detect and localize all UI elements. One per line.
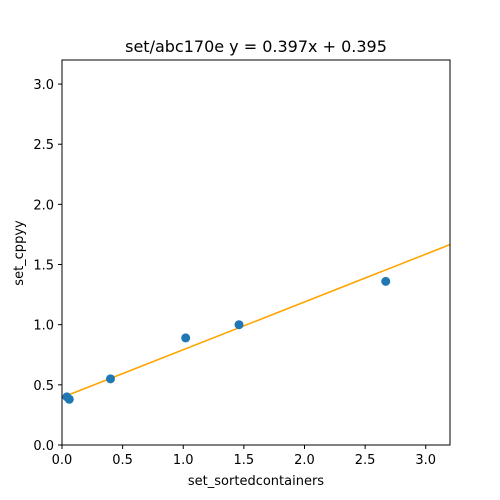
x-tick-label-3: 1.5 xyxy=(234,453,255,468)
x-tick-label-2: 1.0 xyxy=(173,453,194,468)
x-tick-label-5: 2.5 xyxy=(355,453,376,468)
y-tick-label-6: 3.0 xyxy=(33,78,54,93)
y-axis-label: set_cppyy xyxy=(12,220,27,286)
data-point-2 xyxy=(106,374,115,384)
data-point-5 xyxy=(381,276,391,286)
data-point-4 xyxy=(234,320,244,330)
y-tick-label-2: 1.0 xyxy=(33,319,54,334)
y-tick-label-3: 1.5 xyxy=(33,259,54,274)
y-tick-label-4: 2.0 xyxy=(33,198,54,213)
y-axis: 0.0 0.5 1.0 1.5 2.0 2.5 3.0 xyxy=(33,78,62,454)
x-axis-label: set_sortedcontainers xyxy=(188,474,324,489)
data-point-3 xyxy=(181,333,191,343)
x-tick-label-4: 2.0 xyxy=(294,453,315,468)
y-tick-label-1: 0.5 xyxy=(33,379,54,394)
y-tick-label-0: 0.0 xyxy=(33,439,54,454)
x-tick-label-6: 3.0 xyxy=(415,453,436,468)
x-tick-label-1: 0.5 xyxy=(112,453,133,468)
plot-area xyxy=(61,59,451,446)
data-point-1 xyxy=(64,394,74,404)
x-tick-label-0: 0.0 xyxy=(52,453,73,468)
y-tick-label-5: 2.5 xyxy=(33,138,54,153)
chart-title: set/abc170e y = 0.397x + 0.395 xyxy=(125,37,387,56)
x-axis: 0.0 0.5 1.0 1.5 2.0 2.5 3.0 xyxy=(52,445,436,468)
plot-frame xyxy=(61,59,451,446)
regression-line xyxy=(62,243,450,399)
